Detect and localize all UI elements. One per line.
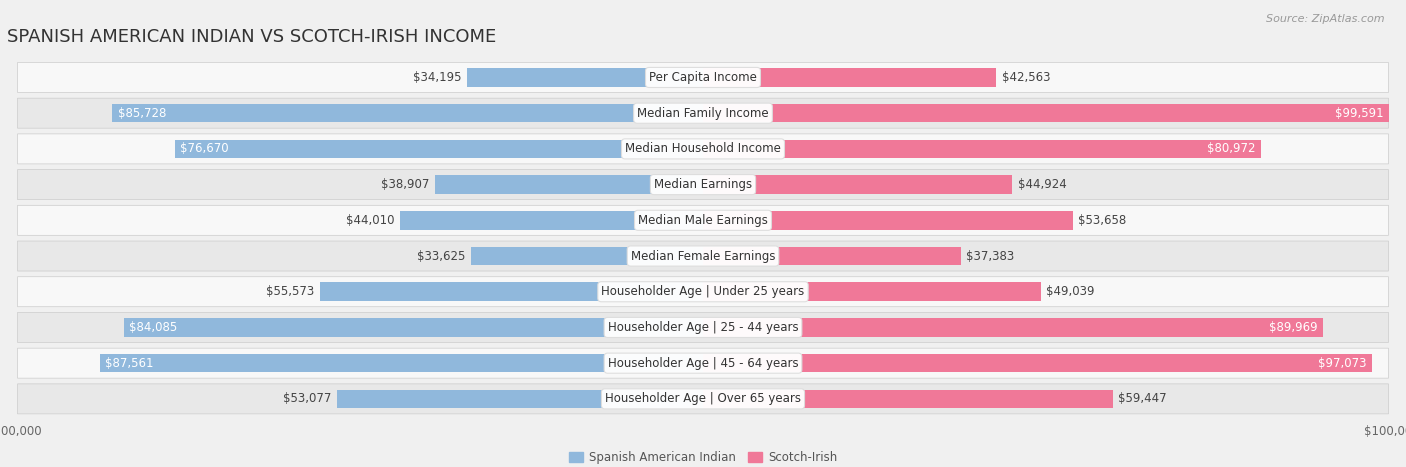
- Bar: [703, 211, 1073, 230]
- Bar: [467, 68, 703, 87]
- Text: Median Family Income: Median Family Income: [637, 106, 769, 120]
- Bar: [112, 104, 703, 122]
- Text: Median Male Earnings: Median Male Earnings: [638, 214, 768, 227]
- Text: $44,924: $44,924: [1018, 178, 1067, 191]
- Text: Householder Age | Under 25 years: Householder Age | Under 25 years: [602, 285, 804, 298]
- Bar: [399, 211, 703, 230]
- Bar: [100, 354, 703, 373]
- FancyBboxPatch shape: [17, 63, 1389, 92]
- Text: $87,561: $87,561: [105, 357, 153, 370]
- Text: Median Female Earnings: Median Female Earnings: [631, 249, 775, 262]
- Text: SPANISH AMERICAN INDIAN VS SCOTCH-IRISH INCOME: SPANISH AMERICAN INDIAN VS SCOTCH-IRISH …: [7, 28, 496, 46]
- FancyBboxPatch shape: [17, 170, 1389, 199]
- Text: Median Household Income: Median Household Income: [626, 142, 780, 156]
- Text: $85,728: $85,728: [118, 106, 166, 120]
- Bar: [703, 283, 1040, 301]
- Bar: [321, 283, 703, 301]
- Bar: [703, 68, 997, 87]
- FancyBboxPatch shape: [17, 348, 1389, 378]
- Bar: [124, 318, 703, 337]
- Text: $49,039: $49,039: [1046, 285, 1095, 298]
- Text: $76,670: $76,670: [180, 142, 229, 156]
- Bar: [434, 175, 703, 194]
- FancyBboxPatch shape: [17, 205, 1389, 235]
- Text: Per Capita Income: Per Capita Income: [650, 71, 756, 84]
- Text: $99,591: $99,591: [1334, 106, 1384, 120]
- Text: Householder Age | 45 - 64 years: Householder Age | 45 - 64 years: [607, 357, 799, 370]
- FancyBboxPatch shape: [17, 241, 1389, 271]
- Text: Householder Age | Over 65 years: Householder Age | Over 65 years: [605, 392, 801, 405]
- Text: $80,972: $80,972: [1206, 142, 1256, 156]
- Text: $44,010: $44,010: [346, 214, 394, 227]
- Text: $38,907: $38,907: [381, 178, 429, 191]
- Text: Source: ZipAtlas.com: Source: ZipAtlas.com: [1267, 14, 1385, 24]
- Text: $97,073: $97,073: [1317, 357, 1367, 370]
- Bar: [703, 389, 1112, 408]
- Text: $33,625: $33,625: [418, 249, 465, 262]
- Text: $53,658: $53,658: [1078, 214, 1126, 227]
- Bar: [703, 140, 1261, 158]
- Bar: [703, 175, 1012, 194]
- FancyBboxPatch shape: [17, 134, 1389, 164]
- Text: $34,195: $34,195: [413, 71, 463, 84]
- Text: $84,085: $84,085: [129, 321, 177, 334]
- Text: $37,383: $37,383: [966, 249, 1014, 262]
- Text: $59,447: $59,447: [1118, 392, 1167, 405]
- Legend: Spanish American Indian, Scotch-Irish: Spanish American Indian, Scotch-Irish: [564, 446, 842, 467]
- Text: $42,563: $42,563: [1001, 71, 1050, 84]
- Text: $89,969: $89,969: [1268, 321, 1317, 334]
- FancyBboxPatch shape: [17, 384, 1389, 414]
- FancyBboxPatch shape: [17, 277, 1389, 307]
- Bar: [337, 389, 703, 408]
- Bar: [703, 354, 1372, 373]
- Bar: [703, 318, 1323, 337]
- Bar: [703, 104, 1389, 122]
- Text: Median Earnings: Median Earnings: [654, 178, 752, 191]
- Text: Householder Age | 25 - 44 years: Householder Age | 25 - 44 years: [607, 321, 799, 334]
- Bar: [174, 140, 703, 158]
- Text: $55,573: $55,573: [266, 285, 315, 298]
- Bar: [703, 247, 960, 265]
- Text: $53,077: $53,077: [284, 392, 332, 405]
- FancyBboxPatch shape: [17, 312, 1389, 342]
- FancyBboxPatch shape: [17, 98, 1389, 128]
- Bar: [471, 247, 703, 265]
